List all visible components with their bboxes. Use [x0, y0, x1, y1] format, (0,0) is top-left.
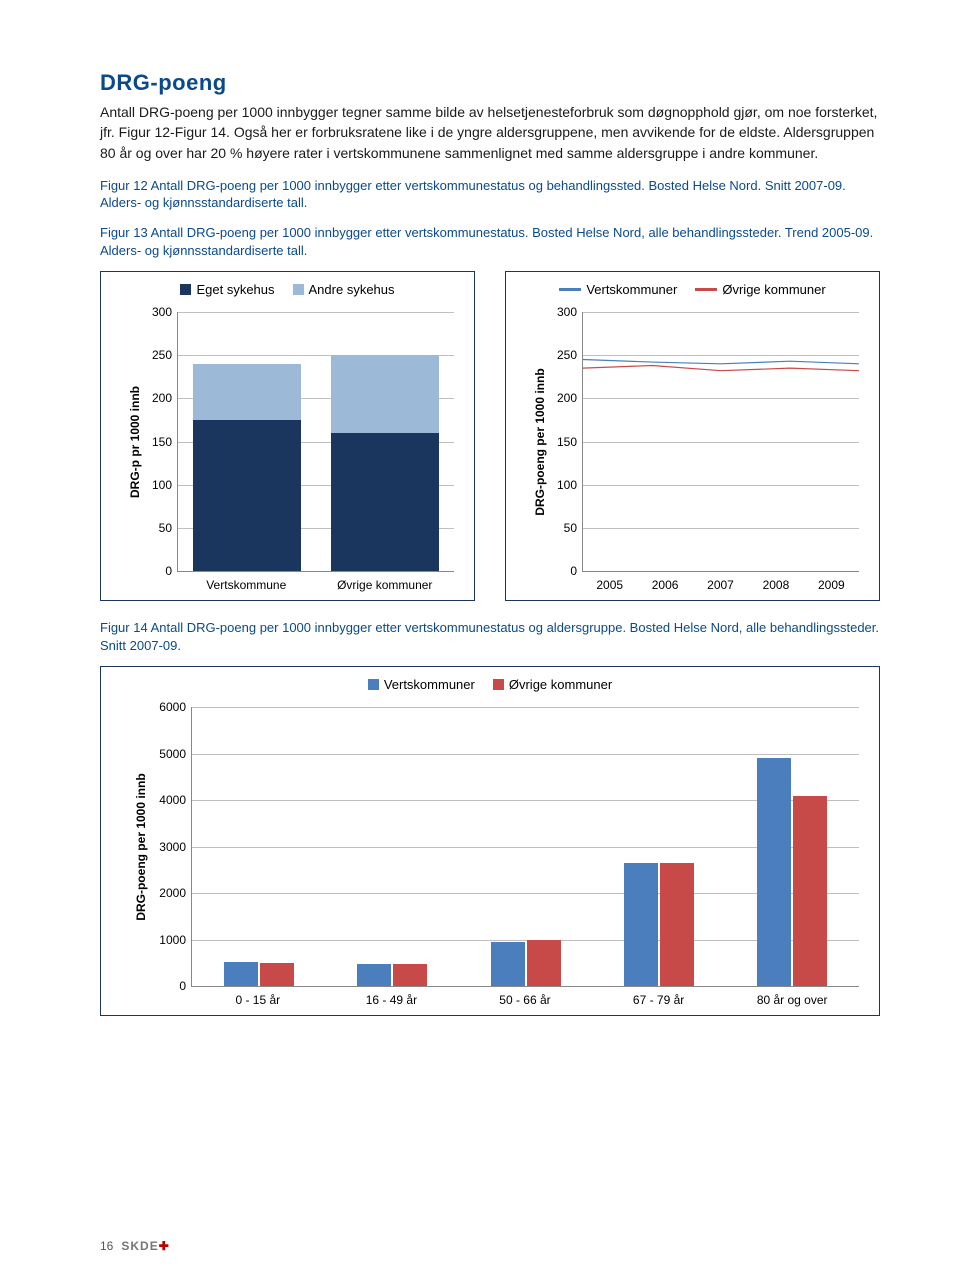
legend-swatch — [368, 679, 379, 690]
legend-label: Vertskommuner — [586, 282, 677, 297]
legend-swatch — [695, 288, 717, 291]
legend-swatch — [493, 679, 504, 690]
chart-14: Vertskommuner Øvrige kommuner DRG-poeng … — [100, 666, 880, 1016]
y-axis-label: DRG-poeng per 1000 innb — [533, 368, 547, 515]
page-number: 16 — [100, 1239, 113, 1253]
figure-12-caption: Figur 12 Antall DRG-poeng per 1000 innby… — [100, 177, 880, 212]
legend-swatch — [559, 288, 581, 291]
figure-13-caption: Figur 13 Antall DRG-poeng per 1000 innby… — [100, 224, 880, 259]
chart-12-legend: Eget sykehus Andre sykehus — [113, 282, 462, 297]
y-axis-label: DRG-p pr 1000 innb — [128, 386, 142, 498]
legend-swatch — [293, 284, 304, 295]
chart-13: Vertskommuner Øvrige kommuner DRG-poeng … — [505, 271, 880, 601]
legend-label: Eget sykehus — [196, 282, 274, 297]
legend-label: Vertskommuner — [384, 677, 475, 692]
chart-12: Eget sykehus Andre sykehus DRG-p pr 1000… — [100, 271, 475, 601]
chart-14-legend: Vertskommuner Øvrige kommuner — [113, 677, 867, 692]
legend-label: Øvrige kommuner — [509, 677, 612, 692]
legend-label: Øvrige kommuner — [722, 282, 825, 297]
figure-14-caption: Figur 14 Antall DRG-poeng per 1000 innby… — [100, 619, 880, 654]
legend-label: Andre sykehus — [309, 282, 395, 297]
brand-icon: ✚ — [159, 1239, 169, 1253]
y-axis-label: DRG-poeng per 1000 innb — [134, 773, 148, 920]
page-footer: 16 SKDE✚ — [100, 1239, 169, 1253]
page-title: DRG-poeng — [100, 70, 880, 96]
brand-logo: SKDE — [121, 1239, 158, 1253]
intro-paragraph: Antall DRG-poeng per 1000 innbygger tegn… — [100, 102, 880, 163]
chart-13-legend: Vertskommuner Øvrige kommuner — [518, 282, 867, 297]
legend-swatch — [180, 284, 191, 295]
